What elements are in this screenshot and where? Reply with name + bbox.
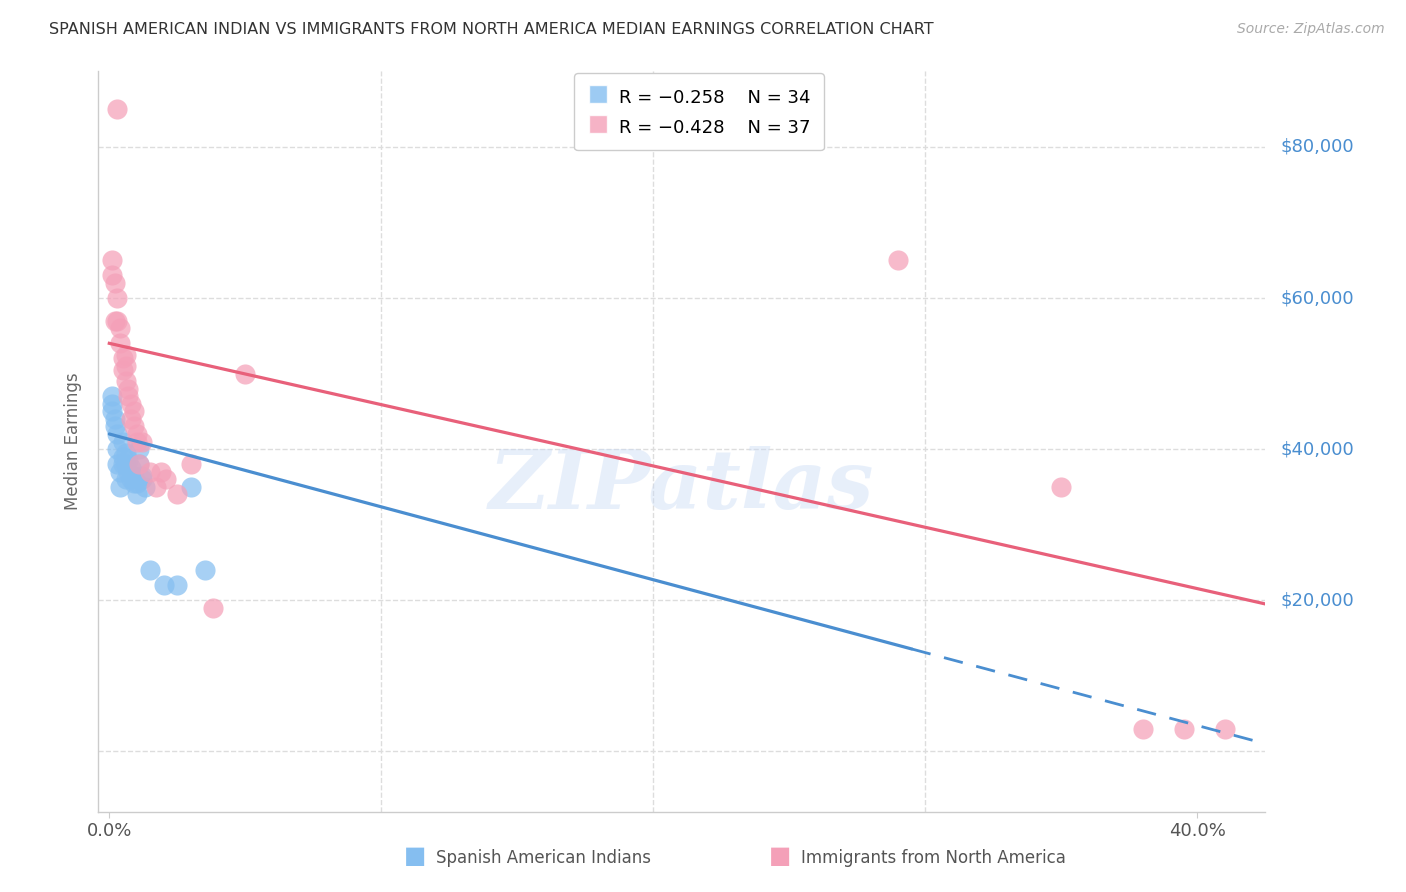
Point — [139, 563, 162, 577]
Point — [122, 419, 145, 434]
Point — [122, 404, 145, 418]
Y-axis label: Median Earnings: Median Earnings — [65, 373, 83, 510]
Point — [193, 563, 215, 577]
Point — [104, 276, 127, 290]
Point — [111, 363, 134, 377]
Point — [107, 102, 129, 116]
Point — [108, 321, 131, 335]
Point — [107, 427, 129, 442]
Point — [111, 457, 134, 471]
Text: $60,000: $60,000 — [1281, 289, 1354, 307]
Text: $40,000: $40,000 — [1281, 440, 1354, 458]
Point — [201, 600, 224, 615]
Point — [145, 480, 167, 494]
Point — [111, 434, 134, 449]
Text: ZIPatlas: ZIPatlas — [489, 446, 875, 526]
Point — [120, 397, 142, 411]
Point — [114, 359, 136, 373]
Point — [1173, 722, 1195, 736]
Text: Spanish American Indians: Spanish American Indians — [436, 849, 651, 867]
Text: ■: ■ — [404, 844, 426, 868]
Point — [131, 434, 153, 449]
Point — [101, 268, 124, 283]
Point — [108, 480, 131, 494]
Point — [111, 450, 134, 464]
Text: SPANISH AMERICAN INDIAN VS IMMIGRANTS FROM NORTH AMERICA MEDIAN EARNINGS CORRELA: SPANISH AMERICAN INDIAN VS IMMIGRANTS FR… — [49, 22, 934, 37]
Point — [104, 313, 127, 327]
Point — [117, 382, 139, 396]
Point — [149, 465, 172, 479]
Point — [111, 351, 134, 366]
Point — [166, 578, 188, 592]
Point — [134, 480, 156, 494]
Text: Immigrants from North America: Immigrants from North America — [801, 849, 1066, 867]
Point — [107, 291, 129, 305]
Point — [180, 457, 202, 471]
Point — [125, 487, 148, 501]
Point — [1132, 722, 1154, 736]
Point — [122, 476, 145, 491]
Point — [101, 253, 124, 268]
Point — [107, 313, 129, 327]
Point — [166, 487, 188, 501]
Point — [101, 404, 124, 418]
Text: Source: ZipAtlas.com: Source: ZipAtlas.com — [1237, 22, 1385, 37]
Point — [139, 465, 162, 479]
Point — [101, 397, 124, 411]
Point — [180, 480, 202, 494]
Text: $80,000: $80,000 — [1281, 138, 1354, 156]
Point — [101, 389, 124, 403]
Point — [104, 419, 127, 434]
Point — [120, 412, 142, 426]
Point — [122, 468, 145, 483]
Point — [117, 465, 139, 479]
Point — [125, 427, 148, 442]
Point — [1213, 722, 1236, 736]
Point — [108, 336, 131, 351]
Point — [120, 472, 142, 486]
Point — [155, 472, 177, 486]
Point — [107, 457, 129, 471]
Text: ■: ■ — [769, 844, 792, 868]
Point — [131, 468, 153, 483]
Text: $20,000: $20,000 — [1281, 591, 1354, 609]
Legend: R = −0.258    N = 34, R = −0.428    N = 37: R = −0.258 N = 34, R = −0.428 N = 37 — [574, 73, 824, 151]
Point — [1050, 480, 1073, 494]
Point — [104, 412, 127, 426]
Point — [114, 374, 136, 388]
Point — [120, 461, 142, 475]
Point — [117, 389, 139, 403]
Point — [131, 472, 153, 486]
Point — [114, 348, 136, 362]
Point — [233, 367, 256, 381]
Point — [128, 457, 150, 471]
Point — [128, 457, 150, 471]
Point — [114, 472, 136, 486]
Point — [125, 434, 148, 449]
Point — [114, 457, 136, 471]
Point — [114, 446, 136, 460]
Point — [117, 453, 139, 467]
Point — [887, 253, 910, 268]
Point — [128, 442, 150, 456]
Point — [108, 465, 131, 479]
Point — [107, 442, 129, 456]
Point — [125, 476, 148, 491]
Point — [152, 578, 174, 592]
